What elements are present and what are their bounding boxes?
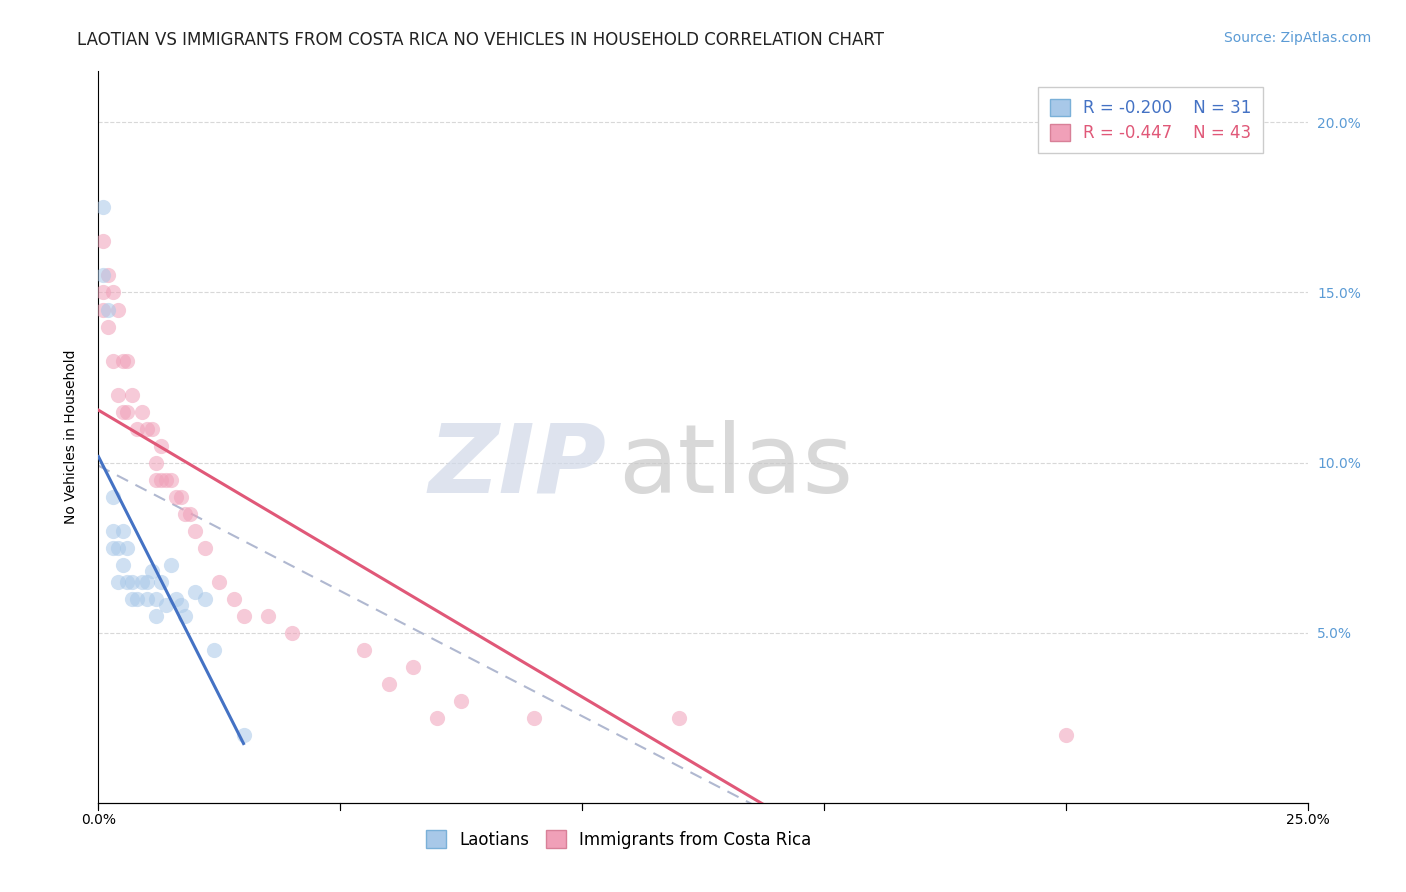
Point (150, 439, 173, 453)
Point (150, 473, 173, 487)
Point (353, 642, 375, 657)
Point (111, 404, 134, 418)
Point (101, 490, 124, 504)
Point (402, 659, 425, 673)
Point (135, 421, 157, 435)
Point (174, 608, 197, 623)
Point (131, 404, 153, 418)
Point (281, 625, 304, 640)
Point (111, 353, 134, 368)
Point (165, 490, 187, 504)
Point (184, 524, 207, 538)
Point (145, 456, 167, 470)
Point (155, 473, 177, 487)
Point (107, 541, 129, 555)
Point (111, 524, 134, 538)
Point (107, 387, 129, 401)
Text: ZIP: ZIP (429, 420, 606, 513)
Point (174, 507, 197, 521)
Point (145, 608, 167, 623)
Point (184, 585, 207, 599)
Point (204, 642, 226, 657)
Point (121, 591, 143, 606)
Point (121, 574, 143, 589)
Point (101, 541, 124, 555)
Point (127, 421, 149, 435)
Point (117, 574, 139, 589)
Point (101, 524, 124, 538)
Point (523, 711, 546, 725)
Point (232, 608, 254, 623)
Point (208, 574, 231, 589)
Point (97, 302, 120, 317)
Point (97, 268, 120, 283)
Point (107, 302, 129, 317)
Point (91, 201, 114, 215)
Point (169, 490, 191, 504)
Point (155, 599, 177, 613)
Point (135, 591, 157, 606)
Point (107, 574, 129, 589)
Point (101, 285, 124, 300)
Point (165, 591, 187, 606)
Point (145, 473, 167, 487)
Point (91, 268, 114, 283)
Point (179, 507, 201, 521)
Point (141, 421, 163, 435)
Point (668, 711, 690, 725)
Point (160, 473, 183, 487)
Text: LAOTIAN VS IMMIGRANTS FROM COSTA RICA NO VEHICLES IN HOUSEHOLD CORRELATION CHART: LAOTIAN VS IMMIGRANTS FROM COSTA RICA NO… (77, 31, 884, 49)
Point (131, 574, 153, 589)
Point (141, 565, 163, 579)
Point (222, 591, 245, 606)
Text: Source: ZipAtlas.com: Source: ZipAtlas.com (1223, 31, 1371, 45)
Point (117, 541, 139, 555)
Point (111, 558, 134, 572)
Point (256, 608, 278, 623)
Point (91, 235, 114, 249)
Y-axis label: No Vehicles in Household: No Vehicles in Household (63, 350, 77, 524)
Point (135, 574, 157, 589)
Point (121, 387, 143, 401)
Point (232, 728, 254, 742)
Point (145, 591, 167, 606)
Point (101, 353, 124, 368)
Point (1054, 728, 1077, 742)
Point (194, 591, 217, 606)
Point (127, 591, 149, 606)
Point (377, 677, 399, 691)
Point (169, 599, 191, 613)
Point (117, 404, 139, 418)
Point (117, 353, 139, 368)
Point (91, 302, 114, 317)
Point (150, 574, 173, 589)
Point (426, 711, 449, 725)
Point (450, 694, 472, 708)
Text: atlas: atlas (619, 420, 853, 513)
Point (97, 319, 120, 334)
Point (194, 541, 217, 555)
Point (160, 558, 183, 572)
Legend: Laotians, Immigrants from Costa Rica: Laotians, Immigrants from Costa Rica (413, 819, 823, 860)
Point (91, 285, 114, 300)
